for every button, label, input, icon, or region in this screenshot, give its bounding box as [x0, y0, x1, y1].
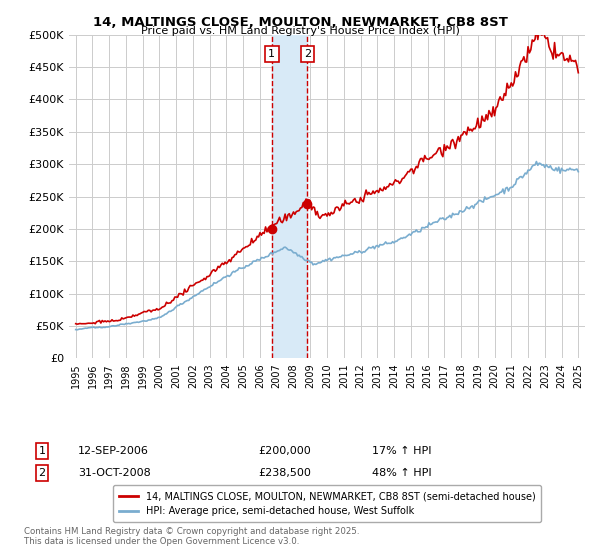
Text: Price paid vs. HM Land Registry's House Price Index (HPI): Price paid vs. HM Land Registry's House …	[140, 26, 460, 36]
Bar	[272, 35, 307, 358]
Text: £238,500: £238,500	[258, 468, 311, 478]
Text: 1: 1	[268, 49, 275, 59]
Text: 12-SEP-2006: 12-SEP-2006	[78, 446, 149, 456]
Text: 1: 1	[38, 446, 46, 456]
Text: Contains HM Land Registry data © Crown copyright and database right 2025.
This d: Contains HM Land Registry data © Crown c…	[24, 526, 359, 546]
Legend: 14, MALTINGS CLOSE, MOULTON, NEWMARKET, CB8 8ST (semi-detached house), HPI: Aver: 14, MALTINGS CLOSE, MOULTON, NEWMARKET, …	[113, 486, 541, 522]
Text: 14, MALTINGS CLOSE, MOULTON, NEWMARKET, CB8 8ST: 14, MALTINGS CLOSE, MOULTON, NEWMARKET, …	[92, 16, 508, 29]
Text: £200,000: £200,000	[258, 446, 311, 456]
Text: 2: 2	[38, 468, 46, 478]
Text: 31-OCT-2008: 31-OCT-2008	[78, 468, 151, 478]
Text: 48% ↑ HPI: 48% ↑ HPI	[372, 468, 431, 478]
Text: 2: 2	[304, 49, 311, 59]
Text: 17% ↑ HPI: 17% ↑ HPI	[372, 446, 431, 456]
